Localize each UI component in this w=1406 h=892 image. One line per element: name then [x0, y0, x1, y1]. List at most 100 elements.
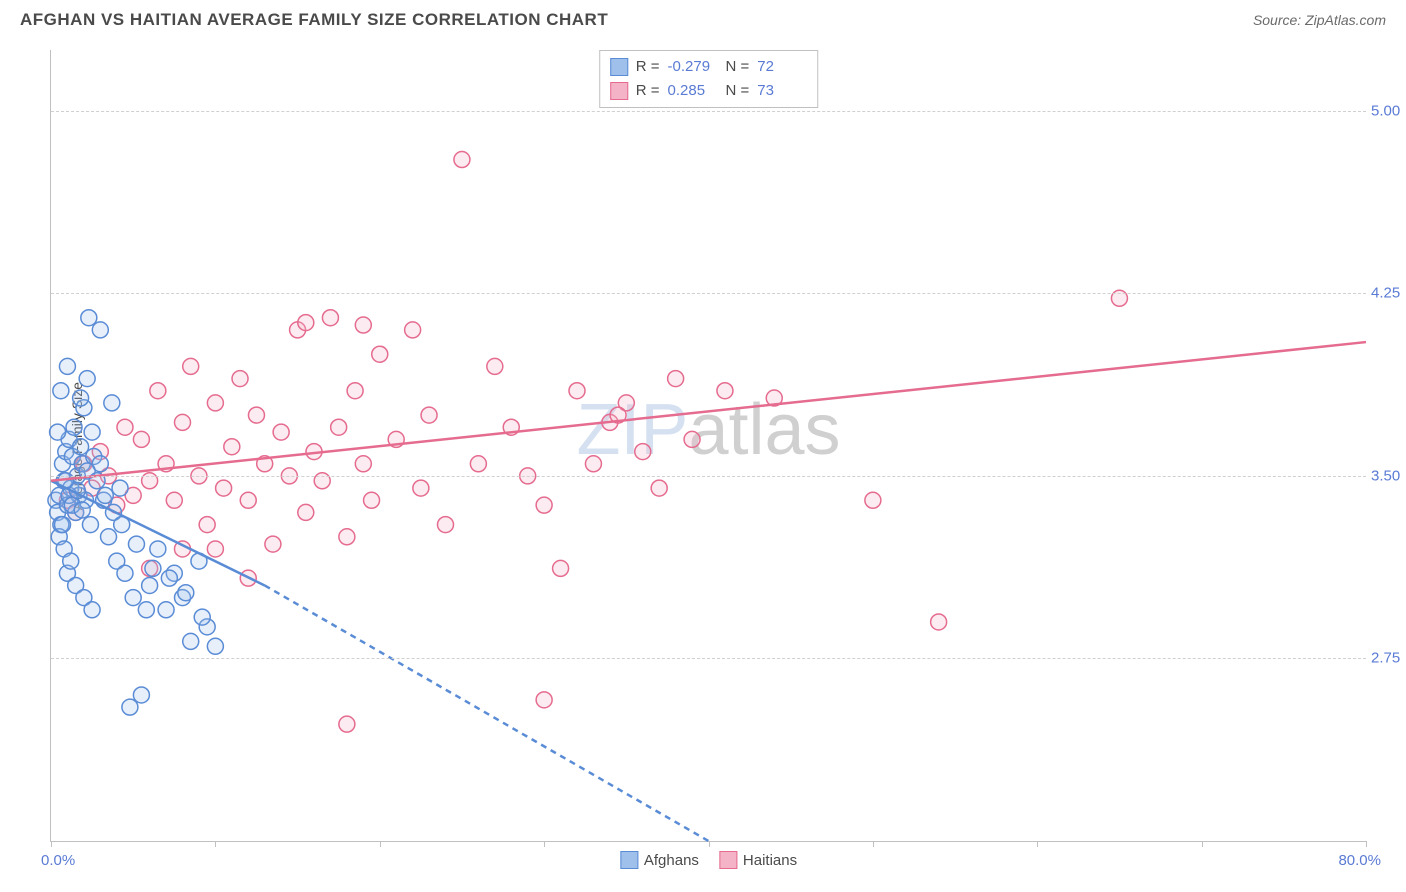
x-tick — [1202, 841, 1203, 847]
scatter-point — [73, 390, 89, 406]
scatter-point — [717, 383, 733, 399]
legend-row-afghans: R = -0.279 N = 72 — [610, 55, 808, 79]
scatter-point — [82, 517, 98, 533]
legend-label-haitians: Haitians — [743, 852, 797, 869]
scatter-point — [92, 322, 108, 338]
scatter-point — [536, 692, 552, 708]
scatter-point — [536, 497, 552, 513]
scatter-point — [133, 431, 149, 447]
scatter-point — [133, 687, 149, 703]
scatter-point — [413, 480, 429, 496]
scatter-point — [122, 699, 138, 715]
scatter-point — [635, 444, 651, 460]
r-label: R = — [636, 55, 660, 79]
scatter-point — [355, 317, 371, 333]
scatter-point — [199, 517, 215, 533]
scatter-point — [63, 553, 79, 569]
scatter-svg — [51, 50, 1366, 841]
scatter-point — [865, 492, 881, 508]
scatter-point — [553, 560, 569, 576]
scatter-point — [175, 414, 191, 430]
scatter-point — [651, 480, 667, 496]
x-tick — [544, 841, 545, 847]
legend-label-afghans: Afghans — [644, 852, 699, 869]
scatter-point — [931, 614, 947, 630]
scatter-point — [668, 371, 684, 387]
scatter-point — [207, 638, 223, 654]
n-value-haitians: 73 — [757, 79, 807, 103]
legend-item-afghans: Afghans — [620, 851, 699, 869]
legend-item-haitians: Haitians — [719, 851, 797, 869]
scatter-point — [569, 383, 585, 399]
scatter-point — [487, 358, 503, 374]
chart-source: Source: ZipAtlas.com — [1253, 12, 1386, 28]
scatter-point — [66, 419, 82, 435]
scatter-point — [232, 371, 248, 387]
scatter-point — [298, 504, 314, 520]
x-tick — [709, 841, 710, 847]
scatter-point — [53, 383, 69, 399]
legend-swatch-haitians — [719, 851, 737, 869]
scatter-point — [50, 424, 66, 440]
scatter-point — [161, 570, 177, 586]
n-label: N = — [726, 79, 750, 103]
r-value-haitians: 0.285 — [668, 79, 718, 103]
scatter-point — [331, 419, 347, 435]
scatter-point — [150, 541, 166, 557]
scatter-point — [684, 431, 700, 447]
scatter-point — [150, 383, 166, 399]
scatter-point — [59, 358, 75, 374]
scatter-point — [421, 407, 437, 423]
trend-line — [51, 342, 1366, 481]
scatter-point — [104, 395, 120, 411]
scatter-point — [470, 456, 486, 472]
scatter-point — [84, 602, 100, 618]
n-value-afghans: 72 — [757, 55, 807, 79]
x-tick — [873, 841, 874, 847]
scatter-point — [273, 424, 289, 440]
chart-plot-area: Average Family Size ZIPatlas R = -0.279 … — [50, 50, 1366, 842]
x-axis-min-label: 0.0% — [41, 852, 75, 869]
scatter-point — [339, 716, 355, 732]
x-tick — [51, 841, 52, 847]
x-tick — [215, 841, 216, 847]
y-tick-label: 4.25 — [1371, 285, 1406, 302]
scatter-point — [97, 487, 113, 503]
legend-series: Afghans Haitians — [620, 851, 797, 869]
scatter-point — [224, 439, 240, 455]
scatter-point — [128, 536, 144, 552]
scatter-point — [142, 577, 158, 593]
gridline — [51, 111, 1366, 112]
scatter-point — [178, 585, 194, 601]
n-label: N = — [726, 55, 750, 79]
scatter-point — [454, 152, 470, 168]
scatter-point — [84, 424, 100, 440]
scatter-point — [240, 492, 256, 508]
scatter-point — [372, 346, 388, 362]
scatter-point — [79, 371, 95, 387]
x-tick — [1037, 841, 1038, 847]
scatter-point — [194, 609, 210, 625]
scatter-point — [55, 517, 71, 533]
gridline — [51, 476, 1366, 477]
scatter-point — [207, 395, 223, 411]
scatter-point — [145, 560, 161, 576]
scatter-point — [117, 565, 133, 581]
scatter-point — [138, 602, 154, 618]
chart-title: AFGHAN VS HAITIAN AVERAGE FAMILY SIZE CO… — [20, 10, 608, 30]
scatter-point — [322, 310, 338, 326]
scatter-point — [81, 310, 97, 326]
scatter-point — [265, 536, 281, 552]
r-label: R = — [636, 79, 660, 103]
scatter-point — [183, 633, 199, 649]
y-tick-label: 3.50 — [1371, 467, 1406, 484]
scatter-point — [585, 456, 601, 472]
scatter-point — [216, 480, 232, 496]
scatter-point — [158, 602, 174, 618]
scatter-point — [248, 407, 264, 423]
scatter-point — [298, 315, 314, 331]
gridline — [51, 658, 1366, 659]
x-axis-max-label: 80.0% — [1338, 852, 1381, 869]
scatter-point — [166, 492, 182, 508]
scatter-point — [112, 480, 128, 496]
